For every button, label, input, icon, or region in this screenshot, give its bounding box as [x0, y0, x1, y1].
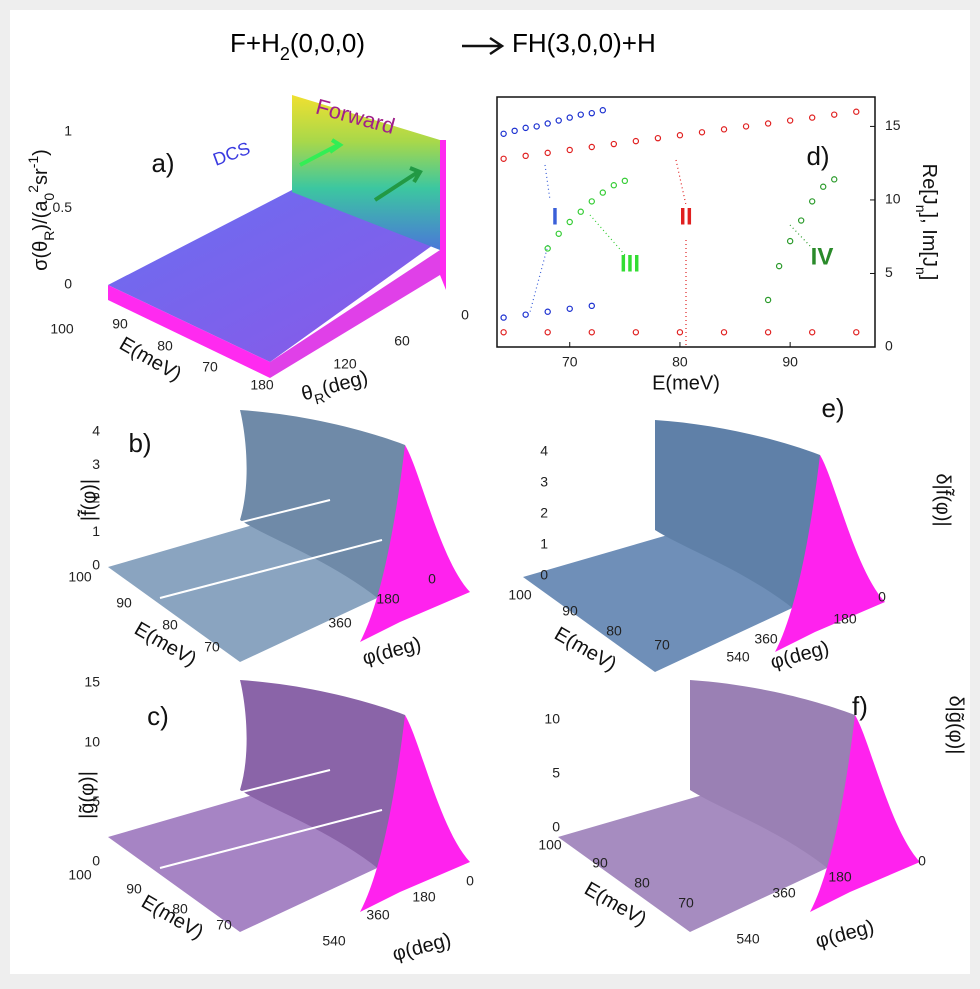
angle-tick-label: 0 [428, 571, 436, 587]
z-tick-label: 10 [544, 711, 560, 727]
z-tick-label: 0 [92, 557, 100, 573]
angle-tick-label: 0 [918, 853, 926, 869]
panel-label: c) [147, 701, 169, 731]
e-tick-label: 90 [562, 603, 578, 619]
angle-tick-label: 360 [754, 631, 778, 647]
angle-tick-label: 180 [412, 889, 436, 905]
e-tick-label: 100 [68, 867, 92, 883]
panel-label: e) [821, 393, 844, 423]
x-tick-label: 80 [672, 354, 688, 370]
y-tick-label: 5 [885, 264, 893, 280]
annotation: II [679, 203, 692, 230]
angle-tick-label: 0 [466, 873, 474, 889]
z-tick-label: 0 [552, 819, 560, 835]
z-axis-label-part: R [41, 231, 57, 241]
angle-tick-label: 360 [772, 885, 796, 901]
z-tick-label: 1 [540, 536, 548, 552]
figure: F+H2(0,0,0) FH(3,0,0)+H [0, 0, 980, 984]
y-axis-label-part: ], Im[J [918, 213, 940, 267]
panel-label: b) [128, 428, 151, 458]
x-axis-label: E(meV) [652, 372, 720, 394]
z-tick-label: 0 [540, 567, 548, 583]
e-tick-label: 70 [202, 359, 218, 375]
e-tick-label: 100 [50, 321, 74, 337]
e-tick-label: 100 [68, 569, 92, 585]
y-axis-label-part: n [913, 267, 929, 275]
e-tick-label: 70 [654, 637, 670, 653]
z-axis-label-part: sr [30, 168, 52, 185]
z-tick-label: 3 [540, 474, 548, 490]
panel-label: a) [151, 148, 174, 178]
panel-label: d) [806, 141, 829, 171]
z-tick-label: 5 [92, 793, 100, 809]
angle-tick-label: 180 [376, 591, 400, 607]
angle-tick-label: 60 [394, 333, 410, 349]
title-part: (0,0,0) [290, 28, 365, 58]
z-axis-label-part: σ(θ [30, 241, 52, 271]
z-tick-label: 2 [540, 505, 548, 521]
angle-tick-label: 180 [250, 377, 274, 393]
y-tick-label: 0 [885, 338, 893, 354]
z-tick-label: 10 [84, 733, 100, 749]
title-part: F+H [230, 28, 280, 58]
angle-tick-label: 360 [328, 615, 352, 631]
angle-tick-label: 540 [322, 933, 346, 949]
e-tick-label: 80 [606, 623, 622, 639]
y-tick-label: 10 [885, 191, 901, 207]
y-axis-label-part: n [913, 205, 929, 213]
angle-tick-label: 360 [366, 907, 390, 923]
z-tick-label: 0 [64, 276, 72, 292]
angle-tick-label: 540 [736, 931, 760, 947]
e-tick-label: 90 [116, 595, 132, 611]
z-tick-label: 2 [92, 490, 100, 506]
annotation: III [620, 250, 640, 277]
e-tick-label: 100 [538, 837, 562, 853]
x-tick-label: 70 [562, 354, 578, 370]
z-tick-label: 0 [92, 853, 100, 869]
annotation: I [552, 203, 559, 230]
e-tick-label: 90 [126, 881, 142, 897]
z-tick-label: 4 [540, 443, 548, 459]
z-axis-label: δ|f̃(φ)| [932, 473, 955, 526]
e-tick-label: 90 [592, 855, 608, 871]
y-axis-label-part: ] [918, 275, 940, 281]
angle-tick-label: 0 [878, 589, 886, 605]
z-tick-label: 3 [92, 456, 100, 472]
z-tick-label: 5 [552, 765, 560, 781]
z-axis-label-part: -1 [25, 156, 41, 169]
e-tick-label: 90 [112, 316, 128, 332]
x-tick-label: 90 [782, 354, 798, 370]
angle-tick-label: 540 [726, 649, 750, 665]
panel-label: f) [852, 691, 868, 721]
y-tick-label: 15 [885, 117, 901, 133]
e-tick-label: 70 [204, 639, 220, 655]
e-tick-label: 70 [216, 917, 232, 933]
annotation: IV [811, 243, 834, 270]
z-axis-label-part: 2 [25, 185, 41, 193]
z-axis-label-part: )/(a [30, 200, 52, 231]
z-tick-label: 1 [92, 523, 100, 539]
e-tick-label: 70 [678, 895, 694, 911]
z-axis-label: δ|g̃(φ)| [945, 696, 967, 755]
y-axis-label-part: Re[J [918, 164, 940, 205]
angle-tick-label: 180 [833, 611, 857, 627]
angle-tick-label: 0 [461, 307, 469, 323]
z-tick-label: 15 [84, 674, 100, 690]
z-tick-label: 0.5 [53, 199, 73, 215]
e-tick-label: 80 [634, 875, 650, 891]
z-axis-label-part: ) [30, 149, 52, 156]
angle-tick-label: 180 [828, 869, 852, 885]
e-tick-label: 100 [508, 587, 532, 603]
page: F+H2(0,0,0) FH(3,0,0)+H [0, 0, 980, 989]
title-part: FH(3,0,0)+H [512, 28, 656, 58]
title-part: 2 [280, 44, 290, 64]
z-tick-label: 4 [92, 423, 100, 439]
z-tick-label: 1 [64, 123, 72, 139]
